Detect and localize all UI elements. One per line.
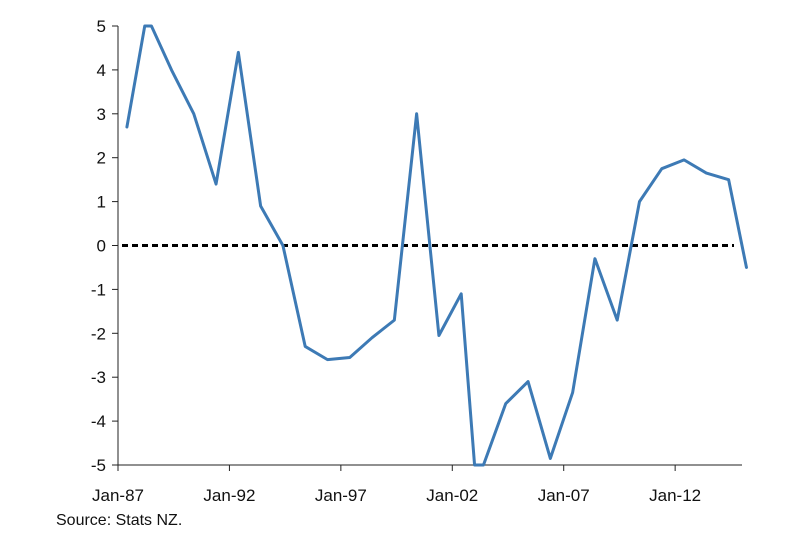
y-tick-label: -5 bbox=[91, 456, 106, 475]
y-tick-label: 0 bbox=[97, 237, 106, 256]
y-tick-label: 4 bbox=[97, 61, 106, 80]
x-tick-label: Jan-12 bbox=[649, 486, 701, 505]
y-tick-label: 3 bbox=[97, 105, 106, 124]
y-tick-label: -4 bbox=[91, 412, 106, 431]
y-tick-label: -3 bbox=[91, 368, 106, 387]
y-tick-label: -2 bbox=[91, 324, 106, 343]
x-tick-label: Jan-02 bbox=[426, 486, 478, 505]
x-axis: Jan-87 Jan-92 Jan-97 Jan-02 Jan-07 Jan-12 bbox=[92, 464, 742, 505]
x-tick-label: Jan-97 bbox=[315, 486, 367, 505]
y-tick-label: -1 bbox=[91, 280, 106, 299]
y-axis: 5 4 3 2 1 0 -1 -2 -3 -4 -5 bbox=[91, 17, 119, 475]
x-tick-label: Jan-92 bbox=[203, 486, 255, 505]
series-group bbox=[125, 24, 748, 467]
y-tick-label: 5 bbox=[97, 17, 106, 36]
y-tick-label: 2 bbox=[97, 149, 106, 168]
x-tick-label: Jan-87 bbox=[92, 486, 144, 505]
x-tick-label: Jan-07 bbox=[538, 486, 590, 505]
y-tick-label: 1 bbox=[97, 193, 106, 212]
source-note: Source: Stats NZ. bbox=[56, 512, 183, 529]
